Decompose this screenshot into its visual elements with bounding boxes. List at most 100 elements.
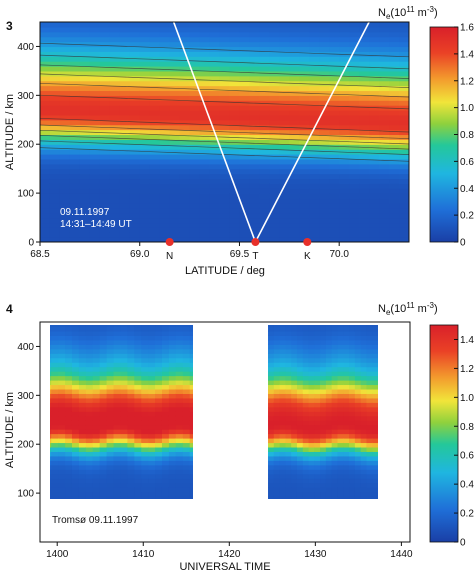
heat-cell xyxy=(269,124,280,131)
heat-cell xyxy=(161,451,170,457)
heat-cell xyxy=(79,100,91,106)
heat-cell xyxy=(175,366,184,372)
heat-cell xyxy=(50,487,52,493)
heat-cell xyxy=(389,232,400,238)
heat-cell xyxy=(109,61,121,67)
heat-cell xyxy=(308,357,315,363)
contour-line xyxy=(40,94,409,110)
heat-cell xyxy=(40,168,51,175)
heat-cell xyxy=(175,464,184,470)
heat-cell xyxy=(369,217,380,224)
heat-cell xyxy=(119,158,131,165)
heat-cell xyxy=(279,464,286,470)
heat-cell xyxy=(169,56,181,62)
heat-cell xyxy=(85,437,94,444)
heat-cell xyxy=(239,183,251,189)
heat-cell xyxy=(384,393,390,398)
heat-cell xyxy=(179,80,191,87)
heat-cell xyxy=(51,437,59,444)
heat-cell xyxy=(273,473,281,479)
heat-cell xyxy=(119,110,131,116)
heat-cell xyxy=(175,442,184,448)
heat-cell xyxy=(349,366,356,372)
heat-cell xyxy=(148,429,156,435)
heat-cell xyxy=(399,61,409,67)
heat-cell xyxy=(79,207,91,214)
heat-cell xyxy=(127,388,135,394)
heat-cell xyxy=(349,227,360,233)
heat-cell xyxy=(209,95,221,101)
heat-cell xyxy=(182,469,191,475)
heat-cell xyxy=(349,482,356,488)
heat-cell xyxy=(285,482,292,488)
heat-cell xyxy=(339,119,350,126)
heat-cell xyxy=(69,193,81,199)
heat-cell xyxy=(179,31,191,38)
heat-cell xyxy=(268,487,275,493)
heat-cell xyxy=(78,469,87,475)
heat-cell xyxy=(161,460,170,466)
heat-cell xyxy=(285,420,292,426)
heat-cell xyxy=(349,384,356,390)
heat-cell xyxy=(379,22,390,28)
heat-cell xyxy=(219,202,231,209)
heat-cell xyxy=(299,75,310,82)
heat-cell xyxy=(325,325,333,328)
heat-cell xyxy=(141,362,149,368)
heat-cell xyxy=(182,362,191,368)
heat-cell xyxy=(175,487,184,493)
heat-cell xyxy=(49,212,61,219)
heat-cell xyxy=(168,348,177,354)
heat-cell xyxy=(89,56,101,62)
heat-cell xyxy=(239,46,251,52)
heat-cell xyxy=(279,411,286,417)
heat-cell xyxy=(99,90,111,96)
heat-cell xyxy=(78,326,87,332)
heat-cell xyxy=(259,163,270,170)
heat-cell xyxy=(369,163,380,170)
heat-cell xyxy=(219,232,231,238)
heat-cell xyxy=(109,114,121,121)
heat-cell xyxy=(399,85,409,92)
heat-cell xyxy=(296,326,304,332)
heat-cell xyxy=(134,339,142,345)
heat-cell xyxy=(99,415,108,421)
heat-cell xyxy=(308,406,315,412)
heat-cell xyxy=(302,415,310,421)
heat-cell xyxy=(296,464,304,470)
panel-4-frame xyxy=(39,321,411,543)
heat-cell xyxy=(291,415,298,421)
heat-cell xyxy=(343,335,350,341)
heat-cell xyxy=(169,168,181,175)
heat-cell xyxy=(320,478,327,484)
heat-cell xyxy=(109,26,121,33)
heat-cell xyxy=(372,420,378,426)
heat-cell xyxy=(291,469,298,475)
heat-cell xyxy=(331,406,339,412)
heat-cell xyxy=(289,222,300,228)
heat-cell xyxy=(319,202,330,209)
heat-cell xyxy=(325,455,333,461)
heat-cell xyxy=(175,429,184,435)
heat-cell xyxy=(337,330,344,336)
heat-cell xyxy=(139,158,151,165)
heat-cell xyxy=(384,326,390,331)
heat-cell xyxy=(309,26,320,33)
heat-cell xyxy=(354,433,362,439)
heat-cell xyxy=(129,154,141,160)
heat-cell xyxy=(360,442,368,448)
heat-cell xyxy=(320,420,327,426)
heat-cell xyxy=(389,90,400,96)
heat-cell xyxy=(379,90,390,96)
heat-cell xyxy=(359,202,370,209)
heat-cell xyxy=(360,433,368,439)
heat-cell xyxy=(360,397,368,403)
heat-cell xyxy=(360,424,368,430)
heat-cell xyxy=(134,335,142,341)
heat-cell xyxy=(366,455,373,461)
heat-cell xyxy=(59,178,71,184)
heat-cell xyxy=(269,22,280,28)
heat-cell xyxy=(40,85,51,92)
heat-cell xyxy=(291,495,298,499)
heat-cell xyxy=(106,375,115,381)
